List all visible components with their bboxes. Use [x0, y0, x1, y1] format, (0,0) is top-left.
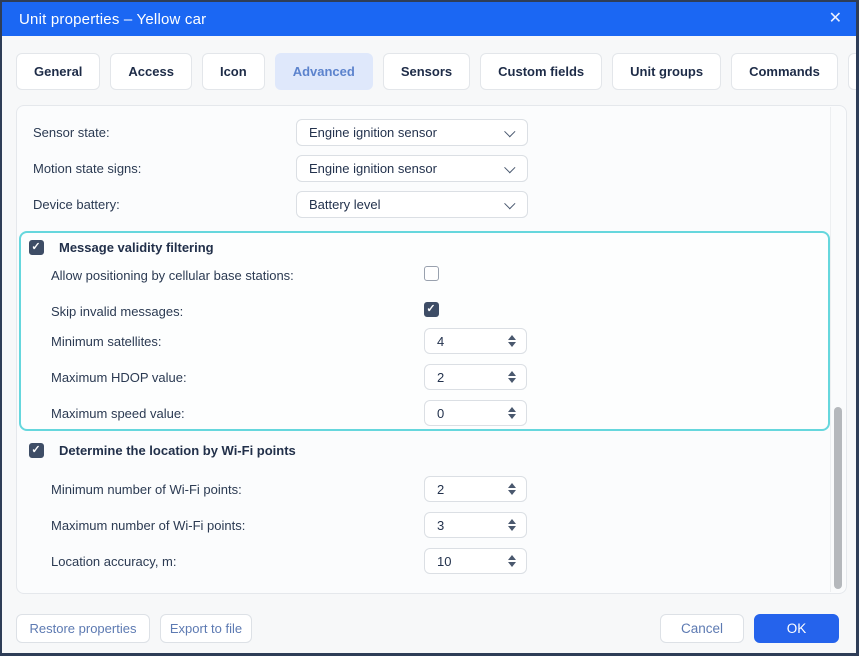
cellular-positioning-label: Allow positioning by cellular base stati… — [51, 268, 294, 283]
max-hdop-label: Maximum HDOP value: — [51, 370, 187, 385]
section-header: ✓ Message validity filtering — [29, 240, 214, 255]
chevron-down-icon — [504, 162, 516, 174]
spinner-arrows-icon[interactable] — [508, 519, 516, 531]
restore-properties-button[interactable]: Restore properties — [16, 614, 150, 643]
wifi-section-checkbox[interactable]: ✓ — [29, 443, 44, 458]
max-hdop-stepper[interactable]: 2 — [424, 364, 527, 390]
location-accuracy-label: Location accuracy, m: — [51, 554, 177, 569]
cellular-positioning-checkbox[interactable]: ✓ — [424, 266, 439, 281]
section-title: Message validity filtering — [59, 240, 214, 255]
tab-label: Custom fields — [498, 64, 585, 79]
min-satellites-label: Minimum satellites: — [51, 334, 162, 349]
message-validity-checkbox[interactable]: ✓ — [29, 240, 44, 255]
check-icon: ✓ — [426, 303, 436, 315]
tab-label: Icon — [219, 64, 247, 79]
sensor-state-select[interactable]: Engine ignition sensor — [296, 119, 528, 146]
ok-button[interactable]: OK — [754, 614, 839, 643]
max-speed-label: Maximum speed value: — [51, 406, 185, 421]
tab-unit-groups[interactable]: Unit groups — [612, 53, 722, 90]
cancel-button[interactable]: Cancel — [660, 614, 744, 643]
tab-label: Access — [128, 64, 174, 79]
spinner-arrows-icon[interactable] — [508, 371, 516, 383]
tab-access[interactable]: Access — [110, 53, 192, 90]
min-wifi-points-value: 2 — [437, 481, 445, 497]
tab-advanced[interactable]: Advanced — [274, 53, 373, 90]
tab-trip-detector[interactable]: Trip detector — [847, 53, 856, 90]
tab-label: Advanced — [292, 64, 355, 79]
skip-invalid-checkbox[interactable]: ✓ — [424, 302, 439, 317]
max-wifi-points-value: 3 — [437, 517, 445, 533]
close-icon[interactable]: ✕ — [828, 10, 842, 27]
min-satellites-value: 4 — [437, 333, 445, 349]
skip-invalid-label: Skip invalid messages: — [51, 304, 184, 319]
min-satellites-stepper[interactable]: 4 — [424, 328, 527, 354]
min-wifi-points-stepper[interactable]: 2 — [424, 476, 527, 502]
motion-state-label: Motion state signs: — [33, 161, 142, 176]
max-speed-stepper[interactable]: 0 — [424, 400, 527, 426]
min-wifi-points-label: Minimum number of Wi-Fi points: — [51, 482, 242, 497]
motion-state-value: Engine ignition sensor — [309, 161, 437, 176]
tab-bar: General Access Icon Advanced Sensors Cus… — [16, 53, 856, 90]
spinner-arrows-icon[interactable] — [508, 335, 516, 347]
location-accuracy-stepper[interactable]: 10 — [424, 548, 527, 574]
chevron-down-icon — [504, 198, 516, 210]
tab-commands[interactable]: Commands — [731, 53, 838, 90]
sensor-state-label: Sensor state: — [33, 125, 110, 140]
advanced-settings-panel: Sensor state: Engine ignition sensor Mot… — [16, 105, 847, 594]
check-icon: ✓ — [31, 444, 41, 456]
max-hdop-value: 2 — [437, 369, 445, 385]
sensor-state-value: Engine ignition sensor — [309, 125, 437, 140]
tab-general[interactable]: General — [16, 53, 101, 90]
dialog-titlebar: Unit properties – Yellow car ✕ — [2, 2, 856, 36]
spinner-arrows-icon[interactable] — [508, 407, 516, 419]
max-speed-value: 0 — [437, 405, 445, 421]
device-battery-value: Battery level — [309, 197, 381, 212]
message-validity-section: ✓ Message validity filtering Allow posit… — [19, 231, 830, 431]
dialog-title: Unit properties – Yellow car — [19, 10, 207, 28]
export-to-file-button[interactable]: Export to file — [160, 614, 252, 643]
chevron-down-icon — [504, 126, 516, 138]
tab-icon[interactable]: Icon — [201, 53, 265, 90]
tab-label: Unit groups — [630, 64, 704, 79]
spinner-arrows-icon[interactable] — [508, 555, 516, 567]
device-battery-select[interactable]: Battery level — [296, 191, 528, 218]
spinner-arrows-icon[interactable] — [508, 483, 516, 495]
motion-state-select[interactable]: Engine ignition sensor — [296, 155, 528, 182]
check-icon: ✓ — [31, 241, 41, 253]
max-wifi-points-label: Maximum number of Wi-Fi points: — [51, 518, 246, 533]
tab-custom-fields[interactable]: Custom fields — [480, 53, 603, 90]
max-wifi-points-stepper[interactable]: 3 — [424, 512, 527, 538]
scrollbar-track[interactable] — [830, 107, 845, 592]
wifi-section-header: ✓ Determine the location by Wi-Fi points — [29, 443, 296, 458]
wifi-section-title: Determine the location by Wi-Fi points — [59, 443, 296, 458]
tab-sensors[interactable]: Sensors — [382, 53, 471, 90]
tab-label: Commands — [749, 64, 820, 79]
device-battery-label: Device battery: — [33, 197, 120, 212]
location-accuracy-value: 10 — [437, 553, 452, 569]
tab-label: Sensors — [400, 64, 453, 79]
tab-label: General — [34, 64, 83, 79]
scrollbar-thumb[interactable] — [834, 407, 842, 589]
